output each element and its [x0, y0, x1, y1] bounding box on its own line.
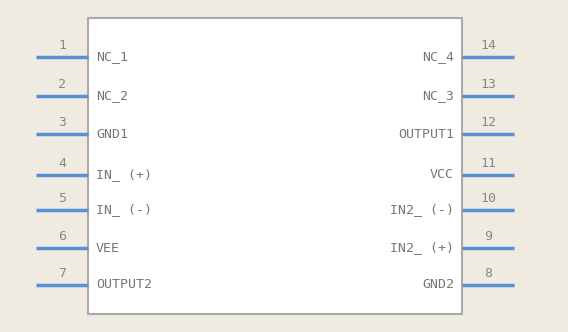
Text: 11: 11 — [480, 157, 496, 170]
Text: NC_3: NC_3 — [422, 90, 454, 103]
Text: OUTPUT1: OUTPUT1 — [398, 127, 454, 140]
Text: 9: 9 — [484, 230, 492, 243]
Text: 6: 6 — [58, 230, 66, 243]
Text: NC_2: NC_2 — [96, 90, 128, 103]
Text: OUTPUT2: OUTPUT2 — [96, 279, 152, 291]
Text: 12: 12 — [480, 116, 496, 129]
Text: 4: 4 — [58, 157, 66, 170]
Text: GND2: GND2 — [422, 279, 454, 291]
Text: GND1: GND1 — [96, 127, 128, 140]
Text: VEE: VEE — [96, 241, 120, 255]
Text: 8: 8 — [484, 267, 492, 280]
Text: IN_ (-): IN_ (-) — [96, 204, 152, 216]
Text: IN2_ (+): IN2_ (+) — [390, 241, 454, 255]
Text: 13: 13 — [480, 78, 496, 91]
Text: 2: 2 — [58, 78, 66, 91]
Text: VCC: VCC — [430, 169, 454, 182]
Text: NC_4: NC_4 — [422, 50, 454, 63]
Text: IN_ (+): IN_ (+) — [96, 169, 152, 182]
Text: 14: 14 — [480, 39, 496, 52]
Text: 3: 3 — [58, 116, 66, 129]
Text: 5: 5 — [58, 192, 66, 205]
Text: NC_1: NC_1 — [96, 50, 128, 63]
Bar — [88, 18, 462, 314]
Text: 1: 1 — [58, 39, 66, 52]
Text: 10: 10 — [480, 192, 496, 205]
Text: 7: 7 — [58, 267, 66, 280]
Text: IN2_ (-): IN2_ (-) — [390, 204, 454, 216]
